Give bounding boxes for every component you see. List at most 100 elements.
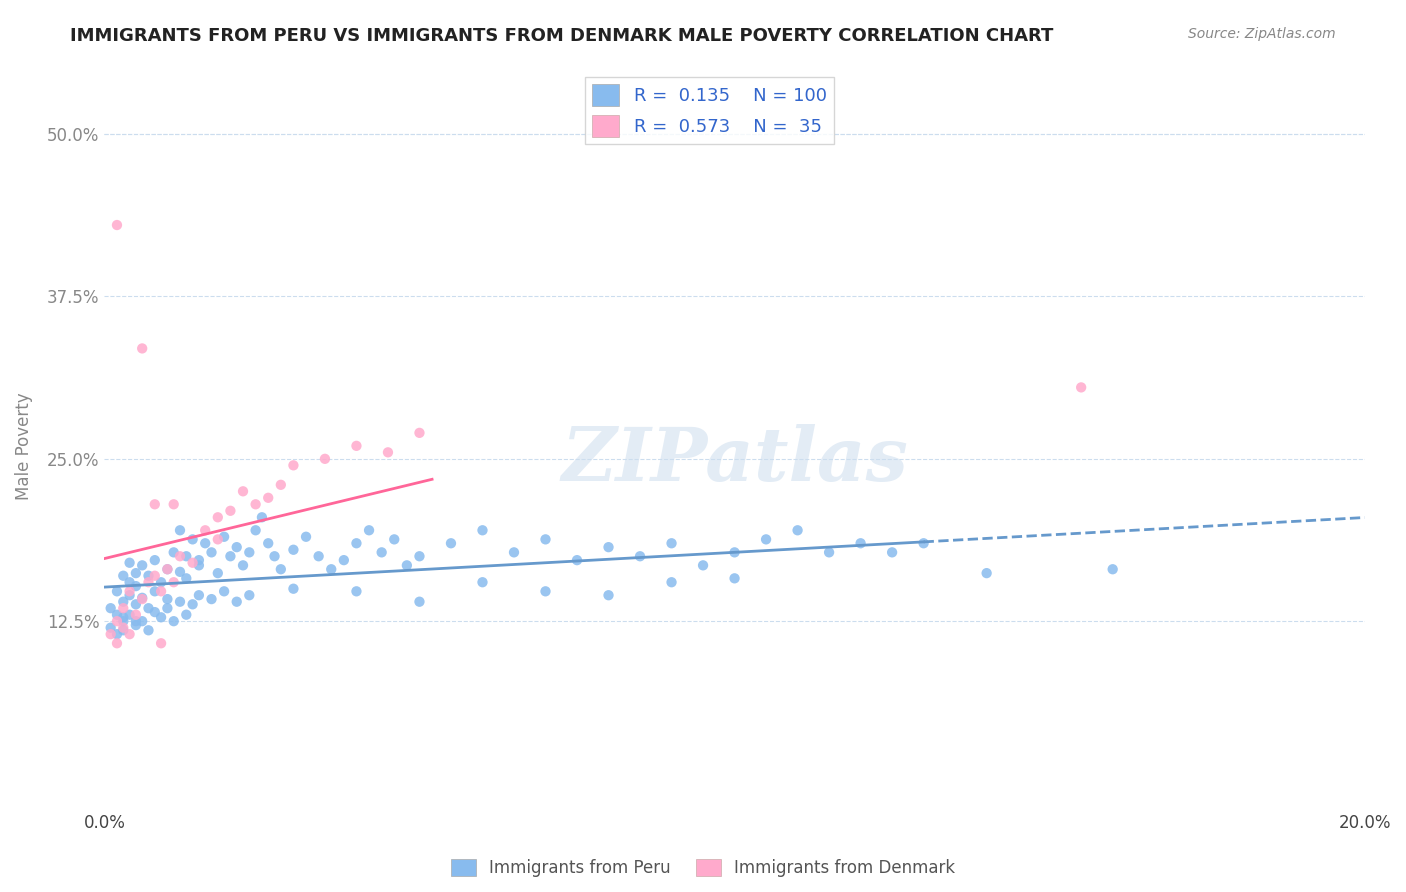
Point [976, 566, 998, 581]
Point [163, 545, 186, 559]
Point [598, 540, 620, 554]
Y-axis label: Male Poverty: Male Poverty [15, 392, 32, 500]
Point [692, 558, 714, 573]
Point [138, 568, 160, 582]
Point [125, 566, 148, 581]
Text: ZIPatlas: ZIPatlas [561, 424, 908, 497]
Point [382, 533, 405, 547]
Point [283, 458, 305, 473]
Point [263, 549, 285, 564]
Point [131, 558, 153, 573]
Point [408, 595, 430, 609]
Point [283, 542, 305, 557]
Point [200, 592, 222, 607]
Point [534, 584, 557, 599]
Point [163, 497, 186, 511]
Legend: Immigrants from Peru, Immigrants from Denmark: Immigrants from Peru, Immigrants from De… [444, 852, 962, 884]
Point [849, 536, 872, 550]
Point [250, 510, 273, 524]
Point [105, 614, 128, 628]
Point [118, 556, 141, 570]
Point [207, 533, 229, 547]
Point [105, 584, 128, 599]
Point [219, 504, 242, 518]
Point [143, 605, 166, 619]
Point [661, 575, 683, 590]
Point [181, 533, 204, 547]
Point [270, 562, 292, 576]
Point [628, 549, 651, 564]
Point [283, 582, 305, 596]
Point [181, 597, 204, 611]
Point [357, 523, 380, 537]
Point [112, 624, 135, 638]
Point [232, 558, 254, 573]
Point [187, 553, 209, 567]
Point [270, 478, 292, 492]
Point [143, 553, 166, 567]
Point [143, 584, 166, 599]
Point [125, 579, 148, 593]
Point [370, 545, 392, 559]
Point [503, 545, 526, 559]
Point [143, 497, 166, 511]
Point [138, 575, 160, 590]
Point [156, 562, 179, 576]
Point [1101, 562, 1123, 576]
Point [131, 591, 153, 605]
Point [1070, 380, 1092, 394]
Point [408, 425, 430, 440]
Point [219, 549, 242, 564]
Point [471, 575, 494, 590]
Point [118, 588, 141, 602]
Point [723, 571, 745, 585]
Point [131, 342, 153, 356]
Point [187, 588, 209, 602]
Point [100, 601, 122, 615]
Point [112, 610, 135, 624]
Point [156, 562, 179, 576]
Point [176, 549, 198, 564]
Point [100, 627, 122, 641]
Point [207, 566, 229, 581]
Point [169, 523, 191, 537]
Point [131, 614, 153, 628]
Point [408, 549, 430, 564]
Point [212, 530, 235, 544]
Point [176, 571, 198, 585]
Point [118, 584, 141, 599]
Point [565, 553, 588, 567]
Point [786, 523, 808, 537]
Point [156, 601, 179, 615]
Point [471, 523, 494, 537]
Point [156, 592, 179, 607]
Point [194, 523, 217, 537]
Point [308, 549, 330, 564]
Text: IMMIGRANTS FROM PERU VS IMMIGRANTS FROM DENMARK MALE POVERTY CORRELATION CHART: IMMIGRANTS FROM PERU VS IMMIGRANTS FROM … [70, 27, 1053, 45]
Point [100, 621, 122, 635]
Point [912, 536, 935, 550]
Point [238, 545, 260, 559]
Point [176, 607, 198, 622]
Point [163, 614, 186, 628]
Point [333, 553, 356, 567]
Point [150, 636, 173, 650]
Point [150, 610, 173, 624]
Point [125, 614, 148, 628]
Point [257, 491, 280, 505]
Point [238, 588, 260, 602]
Point [440, 536, 463, 550]
Point [138, 601, 160, 615]
Point [755, 533, 778, 547]
Legend: R =  0.135    N = 100, R =  0.573    N =  35: R = 0.135 N = 100, R = 0.573 N = 35 [585, 77, 834, 145]
Point [534, 533, 557, 547]
Point [598, 588, 620, 602]
Point [212, 584, 235, 599]
Point [187, 558, 209, 573]
Point [377, 445, 399, 459]
Point [112, 601, 135, 615]
Point [169, 549, 191, 564]
Point [181, 556, 204, 570]
Point [245, 497, 267, 511]
Point [131, 592, 153, 607]
